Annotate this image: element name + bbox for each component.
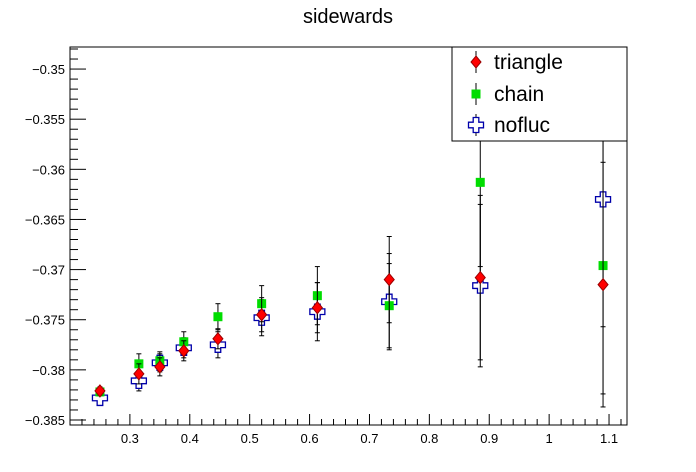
data-point-triangle <box>311 300 324 315</box>
data-point-triangle <box>154 360 166 374</box>
data-point-triangle <box>212 331 224 346</box>
axes: 0.3 0.4 0.5 0.6 0.7 0.8 0.9 1 1.1 −0.35 −0.355 −0.3… <box>25 48 622 446</box>
legend: triangle chain nofluc <box>451 46 628 142</box>
x-tick-label: 0.4 <box>181 431 199 446</box>
y-tick-label: −0.365 <box>25 212 65 227</box>
y-tick-label: −0.35 <box>32 62 65 77</box>
series-chain <box>95 97 608 397</box>
y-tick-label: −0.385 <box>25 413 65 428</box>
y-tick-label: −0.38 <box>32 363 65 378</box>
legend-marker-chain <box>471 89 481 99</box>
y-tick-label: −0.375 <box>25 313 65 328</box>
data-point-triangle <box>178 344 190 358</box>
legend-marker-triangle <box>470 55 482 69</box>
x-tick-label: 0.5 <box>241 431 259 446</box>
series-triangle <box>94 161 609 408</box>
data-point-chain <box>213 312 223 322</box>
data-point-triangle <box>597 277 609 292</box>
data-point-triangle <box>383 272 395 287</box>
y-tick-label: −0.37 <box>32 263 65 278</box>
y-tick-label: −0.355 <box>25 112 65 127</box>
x-tick-label: 0.7 <box>360 431 378 446</box>
data-point-triangle <box>474 270 486 285</box>
x-tick-label: 1 <box>546 431 553 446</box>
x-tick-label: 0.6 <box>301 431 319 446</box>
x-tick-label: 0.3 <box>121 431 139 446</box>
legend-marker-nofluc <box>467 116 485 134</box>
data-point-triangle <box>256 307 268 322</box>
data-point-triangle <box>94 384 106 398</box>
x-tick-label: 0.8 <box>420 431 438 446</box>
legend-label-chain: chain <box>494 83 544 106</box>
legend-label-nofluc: nofluc <box>494 114 550 137</box>
x-tick-label: 0.9 <box>480 431 498 446</box>
data-point-chain <box>475 177 485 187</box>
data-point-triangle <box>133 367 145 381</box>
x-tick-label: 1.1 <box>600 431 618 446</box>
chart-title: sidewards <box>303 6 393 28</box>
y-tick-label: −0.36 <box>32 162 65 177</box>
legend-label-triangle: triangle <box>494 51 563 74</box>
plot-frame <box>69 46 628 426</box>
